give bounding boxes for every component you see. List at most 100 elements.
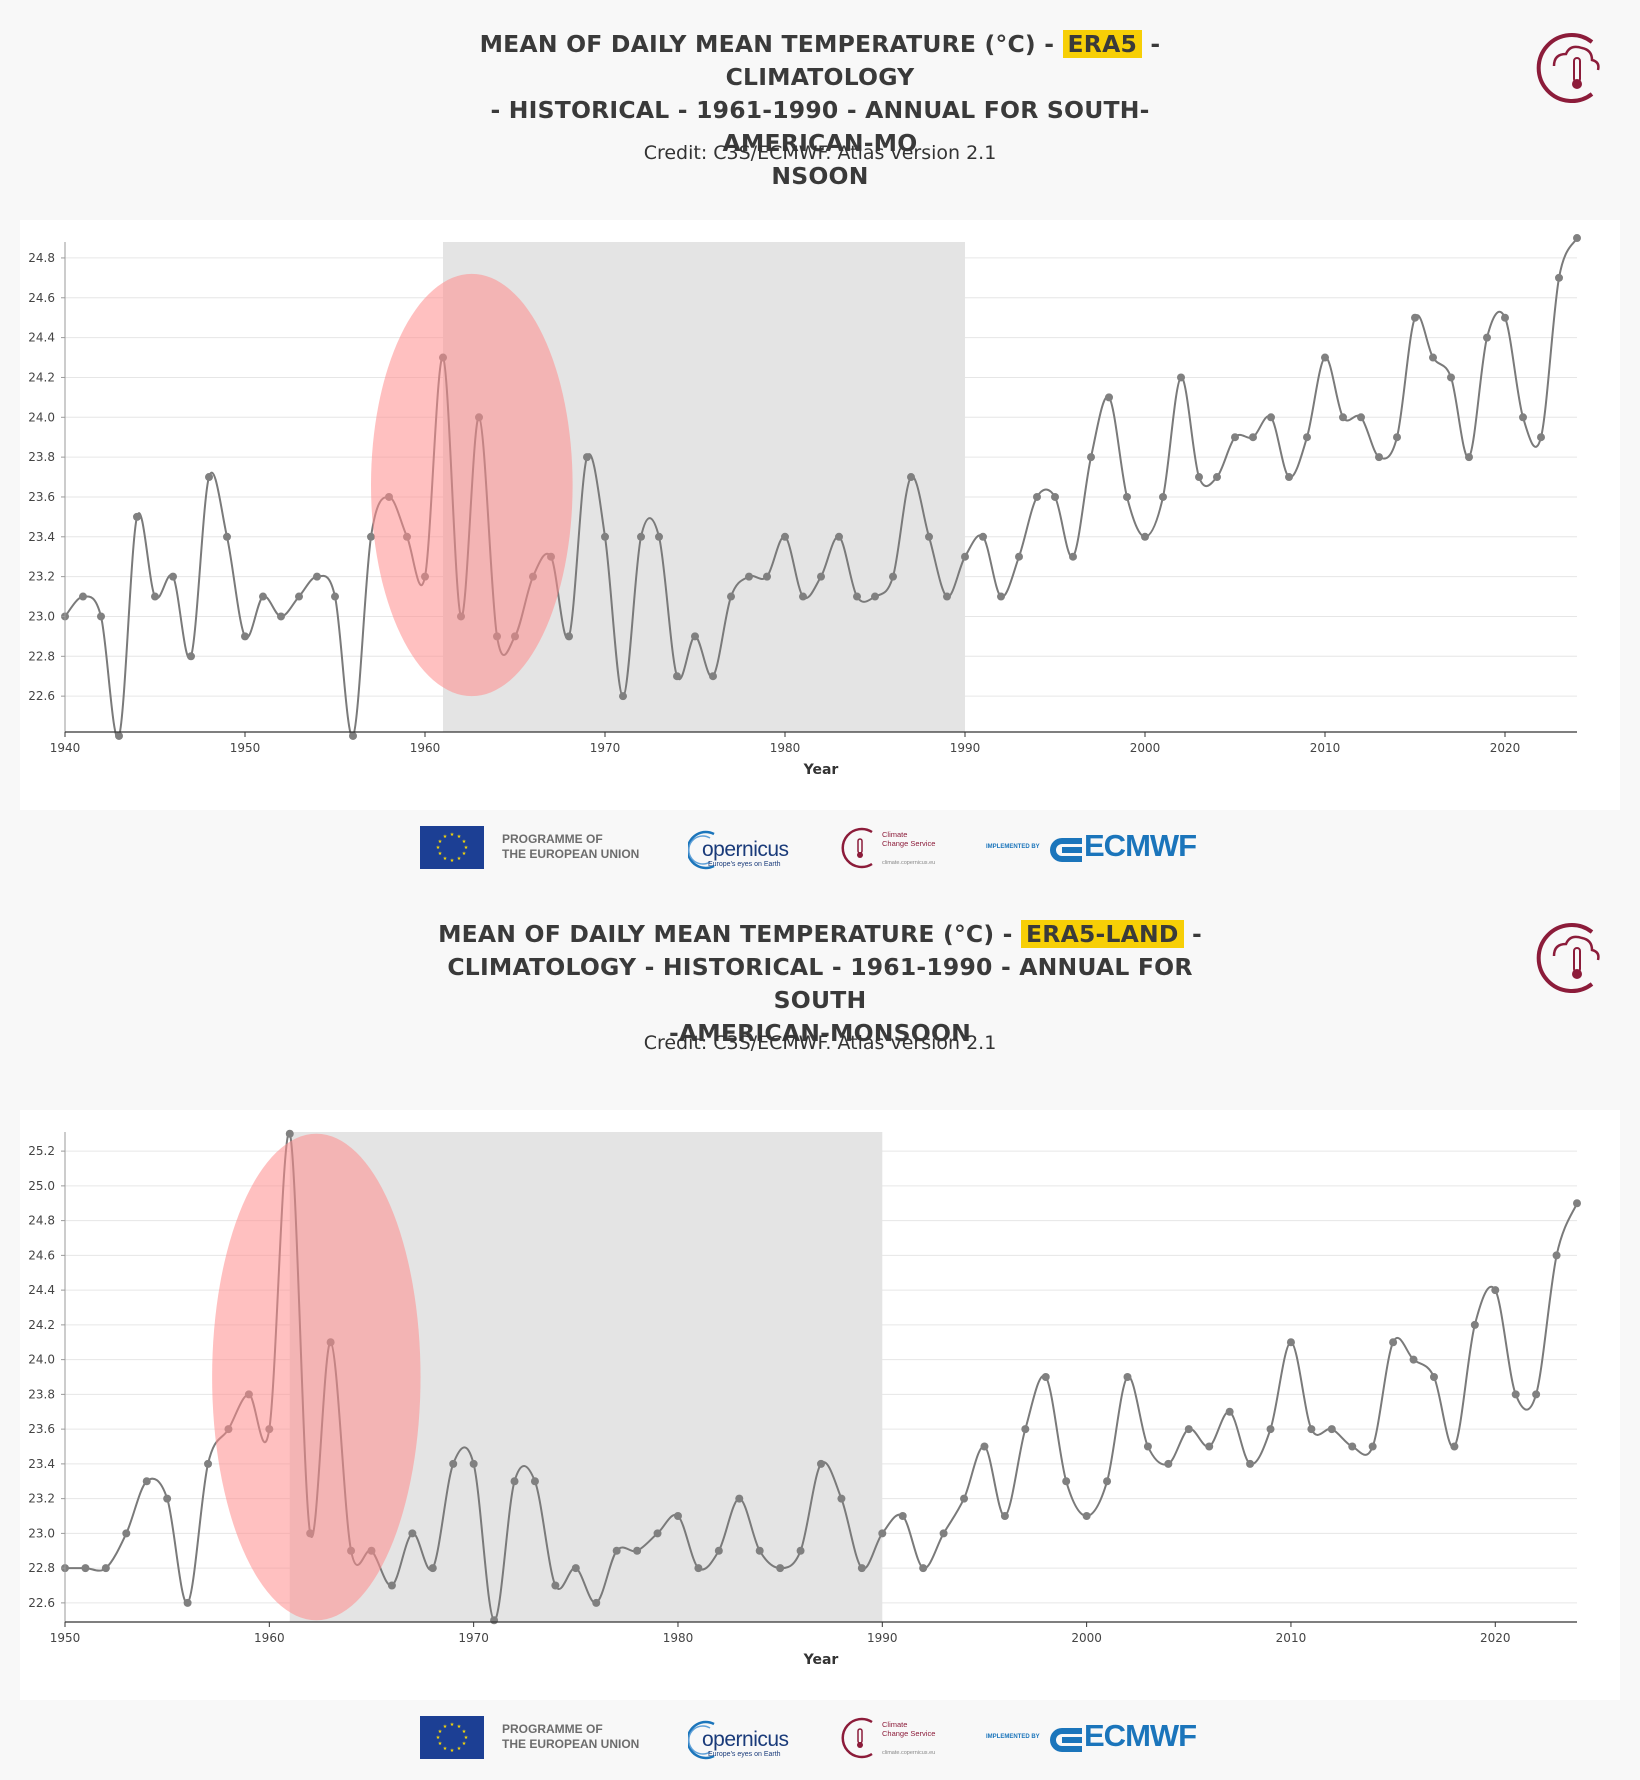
y-tick-label: 24.0 xyxy=(28,1353,55,1367)
climate-change-service-logo: Climate Change Service climate.copernicu… xyxy=(840,1716,960,1760)
data-point xyxy=(1164,1459,1173,1468)
data-point xyxy=(205,473,213,482)
data-point xyxy=(1465,453,1473,462)
svg-text:★: ★ xyxy=(443,1724,448,1730)
data-point xyxy=(1069,552,1077,561)
x-tick-label: 2020 xyxy=(1480,1631,1511,1645)
data-point xyxy=(97,612,105,621)
data-point xyxy=(571,1564,580,1573)
svg-text:★: ★ xyxy=(436,1735,441,1741)
data-point xyxy=(428,1564,437,1573)
data-point xyxy=(925,532,933,541)
chart-title: MEAN OF DAILY MEAN TEMPERATURE (°C) - ER… xyxy=(420,918,1220,1050)
y-tick-label: 25.2 xyxy=(28,1144,55,1158)
x-tick-label: 1990 xyxy=(950,741,981,755)
data-point xyxy=(817,572,825,581)
ccs-url: climate.copernicus.eu xyxy=(882,860,936,866)
data-point xyxy=(1321,353,1329,362)
data-point xyxy=(1303,433,1311,442)
data-point xyxy=(387,1581,396,1590)
data-point xyxy=(1141,532,1149,541)
data-point xyxy=(204,1459,213,1468)
data-point xyxy=(1033,492,1041,501)
data-point xyxy=(223,532,231,541)
data-point xyxy=(331,592,339,601)
eu-flag-icon: ★ ★★★★★ ★★★★★★ xyxy=(420,1716,484,1759)
ecmwf-logo: ECMWF xyxy=(1048,1718,1218,1758)
svg-text:★: ★ xyxy=(457,834,462,840)
line-chart: 22.6 22.8 23.0 23.2 23.4 23.6 23.8 24.0 24.2 24.4… xyxy=(28,1129,1581,1668)
data-point xyxy=(1501,313,1509,322)
data-point xyxy=(1511,1390,1520,1399)
highlight-ellipse xyxy=(371,273,573,697)
ccs-thermometer-icon xyxy=(841,827,873,869)
data-point xyxy=(1537,433,1545,442)
data-point xyxy=(1231,433,1239,442)
data-point xyxy=(169,572,177,581)
data-point xyxy=(1103,1477,1112,1486)
data-point xyxy=(408,1529,417,1538)
chart-title: MEAN OF DAILY MEAN TEMPERATURE (°C) - ER… xyxy=(420,28,1220,193)
data-point xyxy=(1409,1355,1418,1364)
copernicus-word: opernicus xyxy=(702,838,789,861)
credit-text: Credit: C3S/ECMWF. Atlas version 2.1 xyxy=(643,142,997,164)
y-tick-label: 24.8 xyxy=(28,251,55,265)
data-point xyxy=(349,731,357,740)
ccs-text: Climate Change Service xyxy=(882,1720,935,1738)
copernicus-c-icon xyxy=(688,830,715,870)
data-point xyxy=(259,592,267,601)
x-axis-label: Year xyxy=(803,1652,839,1668)
ecmwf-swirl-icon xyxy=(1050,1728,1082,1752)
highlight-ellipse xyxy=(212,1133,421,1621)
plot-area: 22.6 22.8 23.0 23.2 23.4 23.6 23.8 24.0 24.2 24.4… xyxy=(20,1110,1620,1700)
x-tick-label: 1990 xyxy=(867,1631,898,1645)
data-point xyxy=(601,532,609,541)
svg-text:★: ★ xyxy=(443,856,448,862)
x-tick-label: 2010 xyxy=(1310,741,1341,755)
data-point xyxy=(1195,473,1203,482)
x-tick-label: 2000 xyxy=(1071,1631,1102,1645)
data-point xyxy=(655,532,663,541)
x-tick-label: 1950 xyxy=(50,1631,81,1645)
data-point xyxy=(837,1494,846,1503)
x-axis-label: Year xyxy=(803,762,839,778)
data-point xyxy=(1389,1338,1398,1347)
svg-text:★: ★ xyxy=(457,1746,462,1752)
data-point xyxy=(313,572,321,581)
ccs-line1: Climate xyxy=(882,830,908,839)
data-point xyxy=(1286,1338,1295,1347)
eu-line: THE EUROPEAN UNION xyxy=(502,847,640,861)
data-point xyxy=(592,1598,601,1607)
data-point xyxy=(781,532,789,541)
svg-text:★: ★ xyxy=(443,834,448,840)
chart-panel-era5-land: MEAN OF DAILY MEAN TEMPERATURE (°C) - ER… xyxy=(0,890,1640,1780)
svg-text:★: ★ xyxy=(464,1735,469,1741)
data-point xyxy=(1051,492,1059,501)
svg-text:★: ★ xyxy=(462,839,467,845)
data-point xyxy=(81,1564,90,1573)
data-point xyxy=(673,1512,682,1521)
data-point xyxy=(183,1598,192,1607)
implemented-by-text: IMPLEMENTED BY xyxy=(986,1734,1040,1740)
line-chart: 22.6 22.8 23.0 23.2 23.4 23.6 23.8 24.0 24.2 24.4… xyxy=(28,234,1581,778)
y-tick-label: 23.4 xyxy=(28,530,55,544)
y-tick-label: 24.2 xyxy=(28,370,55,384)
data-point xyxy=(709,672,717,681)
eu-line: THE EUROPEAN UNION xyxy=(502,1737,640,1751)
dataset-badge: ERA5 xyxy=(1062,30,1143,58)
svg-text:★: ★ xyxy=(438,1729,443,1735)
data-point xyxy=(1450,1442,1459,1451)
x-tick-label: 2010 xyxy=(1276,1631,1307,1645)
y-tick-label: 24.6 xyxy=(28,1248,55,1262)
y-tick-label: 24.6 xyxy=(28,291,55,305)
data-point xyxy=(1339,413,1347,422)
data-point xyxy=(919,1564,928,1573)
y-tick-label: 23.6 xyxy=(28,1422,55,1436)
y-tick-label: 24.0 xyxy=(28,410,55,424)
data-point xyxy=(853,592,861,601)
y-tick-label: 22.6 xyxy=(28,689,55,703)
data-point xyxy=(1082,1512,1091,1521)
data-point xyxy=(1519,413,1527,422)
y-tick-label: 25.0 xyxy=(28,1179,55,1193)
data-point xyxy=(637,532,645,541)
